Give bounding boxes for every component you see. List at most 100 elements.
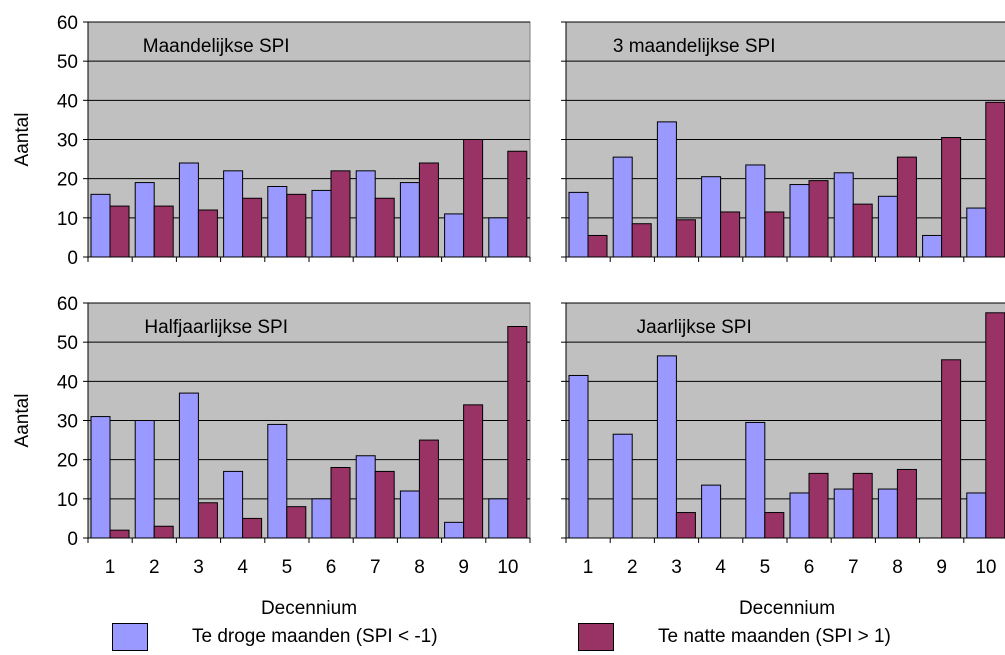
bar	[267, 186, 288, 258]
bar	[745, 421, 766, 539]
y-tick-label: 20	[57, 170, 78, 191]
x-tick-label: 6	[326, 557, 337, 578]
chart-title: Jaarlijkse SPI	[637, 317, 752, 338]
bar	[941, 359, 962, 539]
bar	[985, 101, 1005, 258]
x-axis-label: Decennium	[261, 598, 357, 619]
x-tick-label: 2	[149, 557, 160, 578]
x-tick-label: 1	[105, 557, 116, 578]
bar	[134, 182, 155, 258]
legend-droog: Te droge maanden (SPI < -1)	[112, 622, 438, 652]
bar	[418, 439, 439, 539]
bar	[90, 193, 111, 258]
bar	[896, 468, 917, 539]
bar	[418, 162, 439, 258]
bar	[745, 164, 766, 258]
y-tick-label: 20	[57, 451, 78, 472]
bar	[985, 312, 1005, 539]
bar	[966, 492, 987, 539]
bar	[701, 484, 722, 539]
x-tick-label: 4	[237, 557, 248, 578]
bar	[507, 150, 528, 258]
bar	[568, 191, 589, 258]
x-tick-label: 7	[848, 557, 859, 578]
legend-nat: Te natte maanden (SPI > 1)	[578, 622, 891, 652]
y-axis-label: Aantal	[12, 113, 33, 167]
bar	[286, 506, 307, 539]
legend-label-nat: Te natte maanden (SPI > 1)	[658, 626, 891, 647]
bar	[355, 170, 376, 258]
bar	[507, 326, 528, 539]
bar	[109, 529, 130, 539]
y-tick-label: 30	[57, 131, 78, 152]
x-tick-label: 10	[497, 557, 518, 578]
bar	[587, 234, 608, 258]
chart-title: 3 maandelijkse SPI	[613, 36, 776, 57]
bar	[675, 512, 696, 539]
bar	[223, 470, 244, 539]
legend-swatch-nat	[578, 623, 614, 651]
bar	[612, 433, 633, 539]
bar	[941, 137, 962, 258]
bar	[286, 193, 307, 258]
bar	[808, 180, 829, 258]
y-tick-label: 0	[67, 529, 78, 550]
bar	[463, 139, 484, 258]
y-tick-label: 10	[57, 490, 78, 511]
bar	[223, 170, 244, 258]
y-tick-label: 10	[57, 209, 78, 230]
bar	[444, 521, 465, 539]
bar	[764, 211, 785, 258]
bar	[922, 234, 943, 258]
bar	[444, 213, 465, 258]
bar	[833, 488, 854, 539]
bar	[90, 416, 111, 539]
bar	[153, 525, 174, 539]
bar	[488, 217, 509, 258]
x-tick-label: 2	[627, 557, 638, 578]
y-tick-label: 60	[57, 13, 78, 34]
bar	[178, 392, 199, 539]
y-tick-label: 30	[57, 412, 78, 433]
y-axis-label: Aantal	[12, 394, 33, 448]
bar	[399, 182, 420, 258]
x-tick-label: 9	[936, 557, 947, 578]
bar	[267, 423, 288, 539]
bar	[374, 197, 395, 258]
bar	[896, 156, 917, 258]
x-tick-label: 9	[458, 557, 469, 578]
bar	[399, 490, 420, 539]
bar	[374, 470, 395, 539]
bar	[675, 219, 696, 258]
bar	[852, 472, 873, 539]
legend-swatch-droog	[112, 623, 148, 651]
bar	[852, 203, 873, 258]
bar	[764, 512, 785, 539]
y-tick-label: 50	[57, 52, 78, 73]
bar	[631, 223, 652, 258]
bar	[789, 492, 810, 539]
bar	[808, 472, 829, 539]
bar	[656, 355, 677, 539]
x-tick-label: 4	[715, 557, 726, 578]
x-axis-label: Decennium	[739, 598, 835, 619]
y-tick-label: 40	[57, 91, 78, 112]
x-tick-label: 10	[975, 557, 996, 578]
bar	[311, 189, 332, 258]
y-tick-label: 60	[57, 294, 78, 315]
bar	[178, 162, 199, 258]
bar	[355, 455, 376, 539]
bar	[789, 184, 810, 258]
bar	[330, 170, 351, 258]
x-tick-label: 3	[671, 557, 682, 578]
bar	[134, 420, 155, 539]
bar	[311, 498, 332, 539]
bar	[242, 197, 263, 258]
bar	[153, 205, 174, 258]
bar	[833, 172, 854, 258]
x-tick-label: 6	[804, 557, 815, 578]
bar	[568, 374, 589, 539]
x-tick-label: 3	[193, 557, 204, 578]
x-tick-label: 8	[892, 557, 903, 578]
